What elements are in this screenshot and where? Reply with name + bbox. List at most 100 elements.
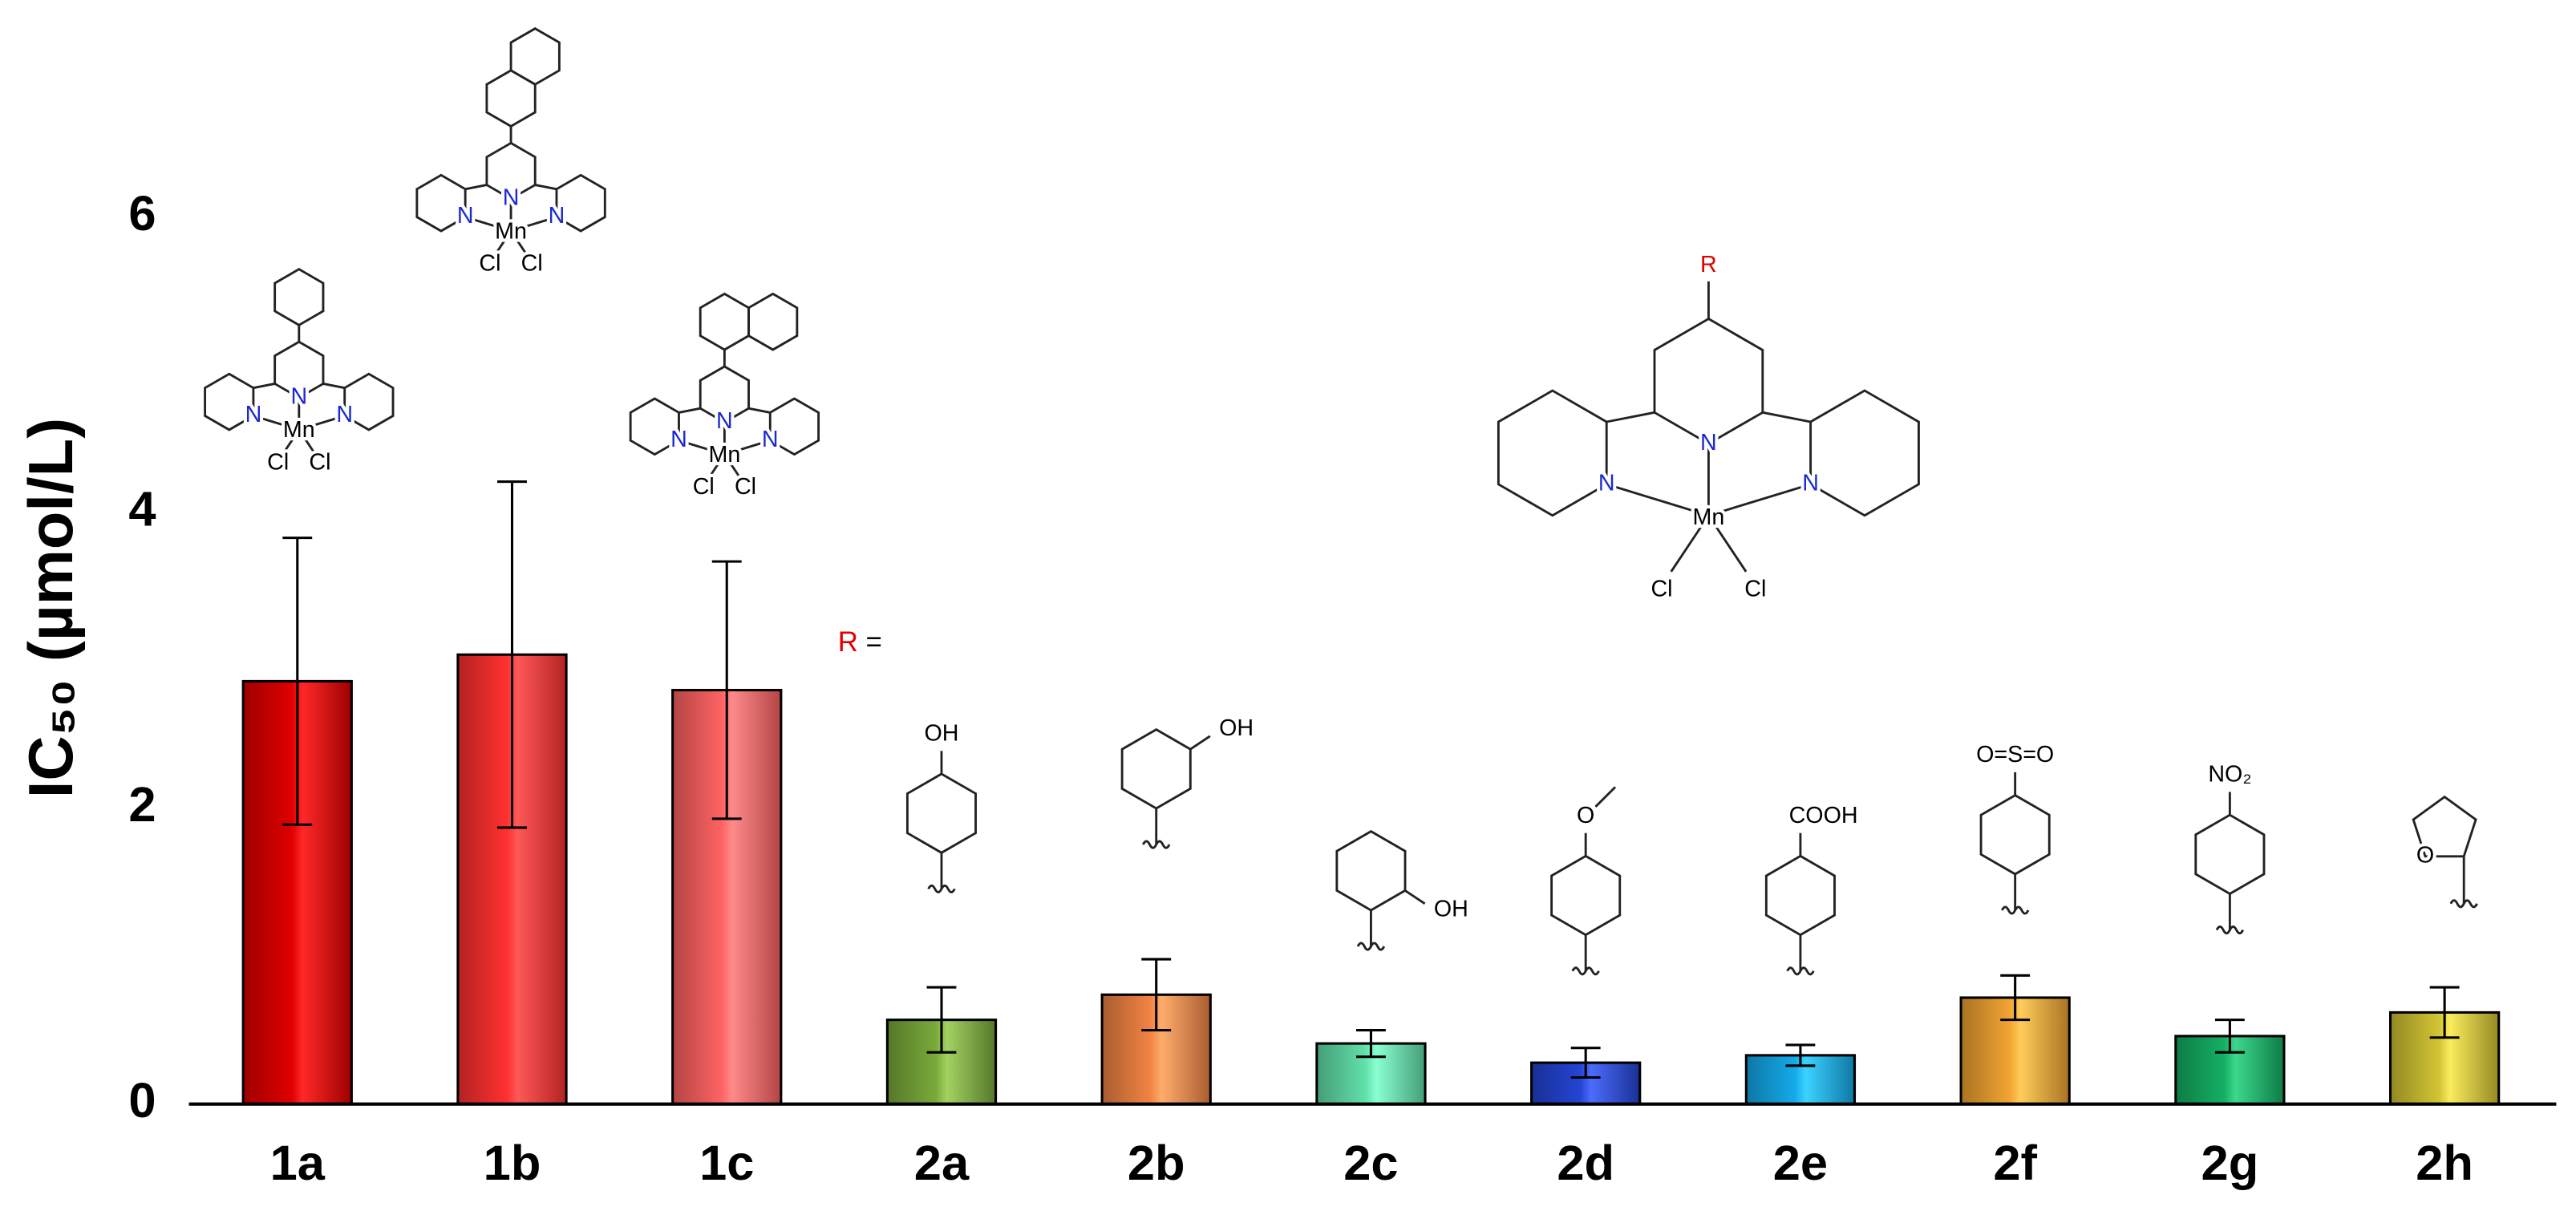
bond [253, 383, 275, 390]
bond [748, 407, 771, 414]
wavy [1142, 840, 1171, 849]
atom-label: Cl [521, 250, 543, 276]
atom-label: Mn [283, 417, 315, 443]
error-bar [2000, 974, 2031, 1022]
bond [1404, 889, 1426, 905]
bond [1606, 483, 1709, 517]
x-tick-label: 1a [270, 1136, 326, 1191]
error-bar [282, 537, 313, 826]
bond [464, 216, 512, 233]
error-bar [926, 986, 957, 1054]
x-tick-label: 2h [2416, 1136, 2473, 1191]
ring [1335, 830, 1407, 912]
substituent: NO₂ [2194, 758, 2266, 935]
y-tick-label: 0 [128, 1073, 156, 1128]
y-tick-label: 2 [128, 777, 156, 832]
x-tick-label: 2g [2201, 1136, 2259, 1191]
bond [1707, 514, 1748, 573]
bond [509, 230, 529, 257]
substituent: OH [1335, 830, 1472, 951]
substituent: OH [905, 717, 977, 893]
bond [281, 429, 301, 456]
error-bar [711, 560, 742, 820]
wavy [2449, 899, 2478, 909]
atom-label: O [1577, 803, 1594, 828]
wavy [2215, 925, 2245, 935]
atom-label: N [336, 402, 353, 427]
x-tick-label: 1c [699, 1136, 754, 1191]
atom-label: Cl [267, 449, 289, 475]
ring [1979, 793, 2051, 876]
error-bar [1570, 1047, 1601, 1079]
substituent: COOH [1764, 800, 1861, 976]
error-bar [497, 480, 527, 829]
ring [485, 69, 537, 128]
error-bar [2429, 986, 2460, 1039]
atom-label: N [503, 185, 520, 211]
atom-label: O [2416, 842, 2434, 868]
ring [1120, 728, 1192, 810]
atom-label: Cl [1744, 577, 1766, 602]
ring [509, 26, 561, 86]
bond [723, 439, 771, 456]
bond [1606, 411, 1655, 423]
x-tick-label: 2a [914, 1136, 970, 1191]
atom-label: N [762, 427, 779, 452]
bond [1707, 483, 1812, 517]
atom-label: Cl [735, 474, 756, 500]
x-tick-label: 2d [1557, 1136, 1614, 1191]
ring [1809, 389, 1920, 517]
error-bar [1356, 1028, 1386, 1059]
x-tick-label: 2b [1128, 1136, 1185, 1191]
atom-label: Cl [1651, 577, 1672, 602]
ring [699, 292, 750, 351]
ring [273, 268, 325, 326]
equals: = [866, 626, 882, 658]
ring [2194, 813, 2266, 896]
atom-label: Mn [495, 218, 527, 244]
bond [1670, 514, 1710, 573]
ring [905, 772, 977, 854]
atom-label: Cl [309, 449, 330, 475]
bond [298, 415, 346, 431]
atom-label: N [245, 402, 262, 427]
atom-label: N [1700, 430, 1717, 456]
atom-label: N [290, 383, 307, 409]
x-tick-label: 2e [1773, 1136, 1828, 1191]
atom-label: COOH [1789, 803, 1858, 828]
bond [723, 453, 743, 480]
bond [1762, 411, 1811, 423]
bond [464, 184, 488, 191]
bond [492, 230, 512, 257]
bond [678, 407, 701, 414]
ring [747, 292, 799, 351]
complex: N Cl N Cl N Mn R [1497, 249, 1920, 606]
wavy [927, 884, 956, 893]
atom-label: N [457, 203, 474, 229]
atom-label: N [716, 408, 733, 434]
bond [678, 439, 725, 456]
y-axis-label: IC₅₀ (µmol/L) [17, 418, 86, 798]
bond [510, 216, 557, 233]
substituent: O=S=O [1973, 739, 2057, 915]
atom-label: N [549, 203, 565, 229]
x-tick-label: 1b [484, 1136, 541, 1191]
x-tick-label: 2c [1343, 1136, 1398, 1191]
atom-label: OH [924, 720, 958, 746]
ring [1550, 854, 1622, 937]
y-tick-label: 4 [128, 481, 156, 537]
bond [1189, 735, 1211, 751]
atom-label: Mn [708, 442, 740, 468]
bond [298, 429, 317, 456]
ring [1653, 317, 1764, 445]
bond [534, 184, 557, 191]
wavy [1786, 966, 1815, 976]
atom-label: N [670, 427, 687, 452]
atom-label: R [1700, 252, 1717, 277]
substituent: O [2412, 795, 2478, 909]
atom-label: NO₂ [2208, 762, 2251, 788]
error-bar [1785, 1043, 1816, 1067]
